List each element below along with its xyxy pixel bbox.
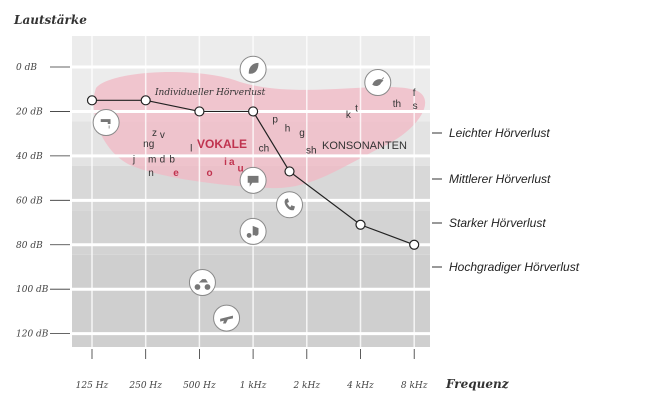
y-tick-label: 0 dB xyxy=(16,63,37,73)
speech-sound-p: p xyxy=(272,115,278,126)
y-axis-title: Lautstärke xyxy=(13,13,87,27)
speech-sound-h: h xyxy=(285,123,291,134)
zone-label: Leichter Hörverlust xyxy=(449,126,550,140)
airplane-icon xyxy=(213,304,241,332)
y-tick-label: 80 dB xyxy=(16,241,43,251)
speech-sound-l: l xyxy=(190,143,192,154)
speech-sound-d: d xyxy=(160,155,166,166)
band-hochgradiger xyxy=(72,254,430,347)
bird-icon xyxy=(364,69,392,97)
speech-sound-o: o xyxy=(206,168,212,179)
speech-sound-a: a xyxy=(229,157,235,168)
leaf-icon-glyph xyxy=(248,62,259,74)
faucet-icon xyxy=(92,109,120,137)
y-tick-label: 60 dB xyxy=(16,196,43,206)
hearing-loss-zones: Leichter Hörverlust Mittlerer Hörverlust S… xyxy=(432,126,580,274)
speech-sound-t: t xyxy=(355,103,358,114)
speech-sound-ch: ch xyxy=(259,143,270,154)
leaf-icon xyxy=(239,55,267,83)
speech-sound-j: j xyxy=(132,155,135,166)
series-point xyxy=(86,95,98,106)
x-tick-label: 1 kHz xyxy=(240,381,267,391)
speech-sound-ng: ng xyxy=(143,139,154,150)
x-axis-title: Frequenz xyxy=(445,377,510,391)
konsonanten-label: KONSONANTEN xyxy=(322,140,407,152)
speech-sound-g: g xyxy=(299,128,305,139)
airplane-icon-glyph xyxy=(220,315,233,324)
y-axis: 0 dB 20 dB 40 dB 60 dB 80 dB 100 dB 120 dB xyxy=(15,63,70,340)
series-point xyxy=(409,239,420,250)
y-tick-label: 40 dB xyxy=(15,152,43,162)
speech-sound-m: m xyxy=(148,155,156,166)
motorcycle-icon xyxy=(188,269,216,297)
series-label: Individueller Hörverlust xyxy=(154,88,266,98)
speech-sound-th: th xyxy=(393,99,401,110)
x-tick-label: 4 kHz xyxy=(346,381,374,391)
speech-icon-glyph xyxy=(247,175,259,187)
sound-icons xyxy=(92,55,392,332)
hearing-loss-series: Individueller Hörverlust xyxy=(86,88,420,250)
series-point xyxy=(355,219,366,230)
speech-banana-area xyxy=(93,71,426,189)
speech-sound-n: n xyxy=(148,168,154,179)
speech-icon xyxy=(239,166,267,194)
phone-icon-glyph xyxy=(284,198,296,211)
speech-sound-sh: sh xyxy=(306,146,317,157)
motorcycle-icon-glyph xyxy=(194,279,211,290)
music-icon-glyph xyxy=(246,225,259,238)
speech-sound-e: e xyxy=(173,168,179,179)
vokale-label: VOKALE xyxy=(197,137,247,151)
x-tick-label: 500 Hz xyxy=(183,381,216,391)
speech-sound-z: z xyxy=(152,128,157,139)
faucet-icon-badge xyxy=(92,109,120,137)
series-point xyxy=(284,166,295,177)
x-tick-label: 8 kHz xyxy=(401,381,428,391)
bird-icon-glyph xyxy=(372,77,385,86)
speech-sound-k: k xyxy=(346,110,352,121)
speech-sound-v: v xyxy=(160,130,165,141)
zone-label: Starker Hörverlust xyxy=(449,216,546,230)
phone-icon xyxy=(276,191,304,219)
speech-sound-b: b xyxy=(169,155,175,166)
speech-sound-i: i xyxy=(224,157,227,168)
speech-sound-s: s xyxy=(413,101,418,112)
speech-sound-f: f xyxy=(413,88,416,99)
y-tick-label: 120 dB xyxy=(16,330,49,340)
series-point xyxy=(194,106,205,117)
zone-label: Mittlerer Hörverlust xyxy=(449,172,551,186)
y-tick-label: 20 dB xyxy=(15,107,43,117)
faucet-icon-glyph xyxy=(100,119,111,129)
speech-sound-u: u xyxy=(237,163,243,174)
zone-label: Hochgradiger Hörverlust xyxy=(449,260,580,274)
phone-icon-badge xyxy=(276,191,304,219)
x-tick-label: 250 Hz xyxy=(128,381,162,391)
series-point xyxy=(248,106,259,117)
x-tick-label: 125 Hz xyxy=(76,381,109,391)
x-tick-label: 2 kHz xyxy=(292,381,320,391)
speech-banana xyxy=(93,71,426,189)
y-tick-label: 100 dB xyxy=(16,285,49,295)
x-axis: 125 Hz 250 Hz 500 Hz 1 kHz 2 kHz 4 kHz 8 kHz xyxy=(76,349,428,391)
series-point xyxy=(140,95,151,106)
music-icon xyxy=(239,217,267,245)
